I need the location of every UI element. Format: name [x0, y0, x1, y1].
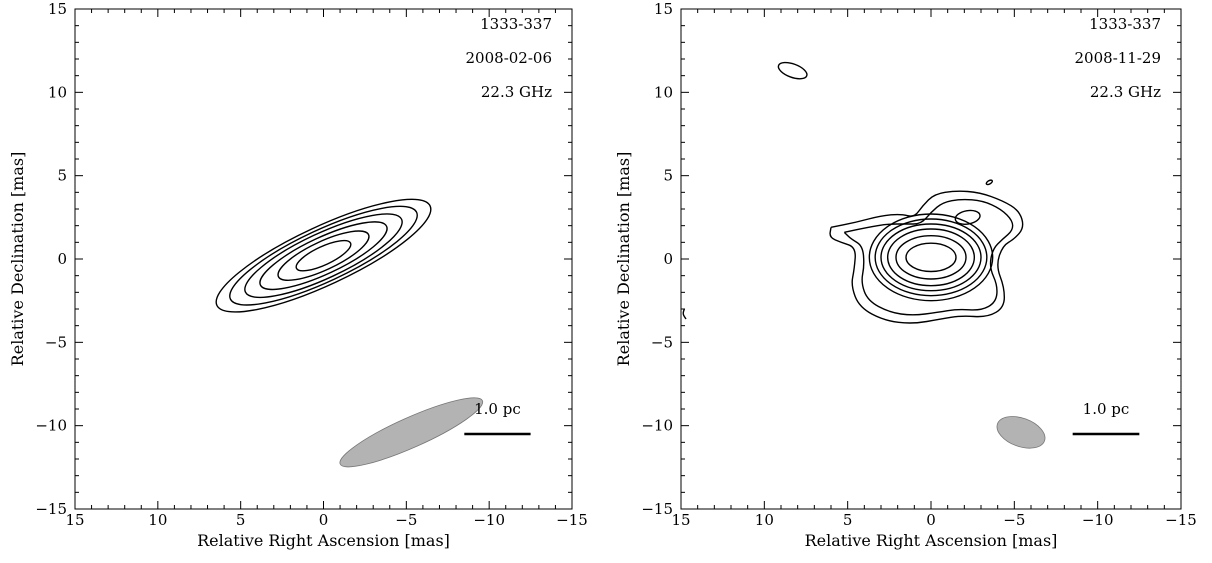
contour-line — [874, 218, 988, 297]
contour-map-panel-right: 15 10 5 0 −5 −10 −15 −15 −10 −5 0 5 10 15 Relative Rig… — [614, 0, 1197, 550]
y-tick-label: 5 — [57, 167, 67, 185]
contour-line — [215, 198, 432, 313]
contour-line — [777, 61, 808, 80]
x-tick-label: −15 — [556, 511, 588, 529]
y-tick-label: 0 — [663, 250, 673, 268]
y-tick-label: −15 — [35, 500, 67, 518]
x-axis-label: Relative Right Ascension [mas] — [197, 531, 450, 550]
contour-map-panel-left: 15 10 5 0 −5 −10 −15 −15 −10 −5 0 5 10 15 Relative Rig… — [8, 0, 588, 550]
y-tick-label: 15 — [654, 0, 673, 18]
x-tick-label: −10 — [473, 511, 505, 529]
contour-line — [886, 228, 976, 287]
beam-ellipse — [996, 416, 1046, 449]
y-tick-label: −10 — [35, 417, 67, 435]
x-tick-label: 15 — [65, 511, 84, 529]
annotation-text: 1333-337 — [480, 15, 552, 33]
x-tick-label: −5 — [1003, 511, 1025, 529]
x-tick-label: 0 — [926, 511, 936, 529]
annotation-text: 22.3 GHz — [481, 83, 552, 101]
annotation-text: 22.3 GHz — [1090, 83, 1161, 101]
scale-bar-label: 1.0 pc — [1083, 400, 1130, 418]
x-tick-label: 0 — [319, 511, 329, 529]
contour-line — [985, 179, 994, 186]
y-tick-label: 10 — [48, 83, 67, 101]
x-tick-label: 15 — [671, 511, 690, 529]
x-tick-label: −5 — [395, 511, 417, 529]
contour-line — [259, 221, 388, 291]
y-tick-label: −5 — [45, 333, 67, 351]
x-tick-label: −10 — [1082, 511, 1114, 529]
contour-line — [954, 209, 981, 225]
y-tick-label: 10 — [654, 83, 673, 101]
beam-ellipse — [339, 397, 484, 468]
y-tick-label: −15 — [641, 500, 673, 518]
contour-line — [905, 242, 957, 273]
x-tick-label: 10 — [755, 511, 774, 529]
contour-line — [277, 230, 370, 281]
x-tick-label: 5 — [236, 511, 246, 529]
contour-line — [880, 223, 982, 292]
contour-line — [868, 213, 994, 302]
x-tick-label: 5 — [843, 511, 853, 529]
y-tick-label: −10 — [641, 417, 673, 435]
plot-area — [215, 198, 484, 468]
annotation-text: 2008-11-29 — [1075, 49, 1161, 67]
x-tick-label: 10 — [148, 511, 167, 529]
ticks — [680, 8, 1182, 510]
y-axis-label: Relative Declination [mas] — [614, 152, 633, 367]
contour-line — [229, 205, 418, 306]
contour-line — [682, 308, 687, 320]
y-tick-label: 5 — [663, 167, 673, 185]
ticks — [74, 8, 573, 510]
y-tick-label: 0 — [57, 250, 67, 268]
contour-line — [829, 190, 1024, 324]
x-tick-label: −15 — [1165, 511, 1197, 529]
plot-area — [682, 61, 1046, 449]
x-axis-label: Relative Right Ascension [mas] — [805, 531, 1058, 550]
contour-line — [295, 239, 352, 272]
y-axis-label: Relative Declination [mas] — [8, 152, 27, 367]
y-tick-label: −5 — [651, 333, 673, 351]
annotation-text: 2008-02-06 — [466, 49, 552, 67]
scale-bar-label: 1.0 pc — [474, 400, 521, 418]
annotation-text: 1333-337 — [1089, 15, 1161, 33]
contour-line — [895, 234, 967, 280]
y-tick-label: 15 — [48, 0, 67, 18]
contour-line — [244, 213, 403, 299]
contour-line — [843, 198, 1014, 316]
